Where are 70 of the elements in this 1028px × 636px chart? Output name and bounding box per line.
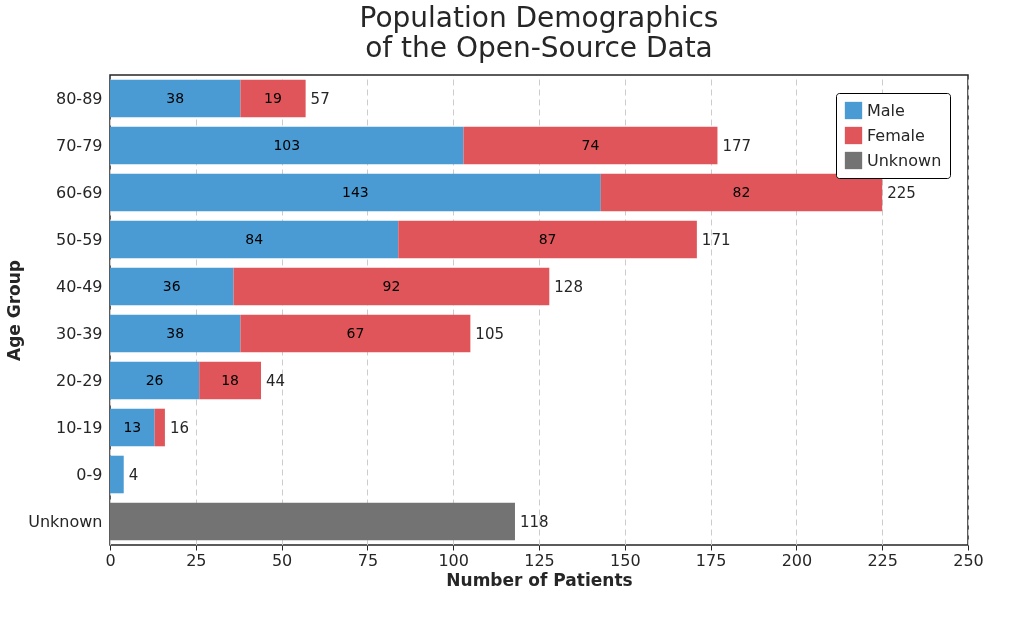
y-tick-label: 0-9 — [76, 464, 103, 484]
legend-label: Male — [867, 100, 905, 120]
bar — [398, 220, 697, 259]
y-tick-label: Unknown — [28, 511, 103, 531]
x-tick-label: 175 — [695, 550, 727, 570]
total-label: 105 — [475, 324, 504, 343]
y-axis-title: Age Group — [4, 259, 25, 362]
chart-title: Population Demographics of the Open-Source Data — [359, 1, 719, 64]
data-label: 26 — [145, 371, 164, 388]
bar — [110, 173, 601, 212]
data-label: 67 — [346, 324, 365, 341]
y-tick-label: 40-49 — [56, 276, 103, 296]
bar — [154, 408, 165, 447]
total-label: 225 — [887, 183, 916, 202]
x-tick-label: 225 — [867, 550, 898, 570]
bar — [110, 408, 155, 447]
x-tick-label: 250 — [953, 550, 984, 570]
total-label: 44 — [266, 371, 286, 390]
y-tick-label: 80-89 — [56, 88, 103, 108]
x-tick-label: 0 — [105, 550, 116, 570]
total-label: 118 — [519, 512, 549, 531]
total-label: 171 — [701, 230, 731, 249]
x-axis-title: Number of Patients — [446, 569, 633, 590]
bar — [463, 126, 718, 165]
bar — [110, 314, 241, 353]
data-label: 38 — [166, 89, 185, 106]
bar — [233, 267, 550, 306]
y-tick-label: 70-79 — [56, 135, 103, 155]
bar — [110, 220, 399, 259]
data-label: 87 — [538, 230, 557, 247]
data-label: 19 — [264, 89, 282, 106]
bar — [199, 361, 262, 400]
bar — [110, 126, 464, 165]
bar — [240, 79, 306, 118]
y-tick-label: 60-69 — [56, 182, 103, 202]
bar — [110, 267, 234, 306]
data-label: 84 — [245, 230, 264, 247]
legend-label: Female — [867, 125, 925, 145]
bar — [110, 502, 515, 541]
x-tick-label: 200 — [781, 550, 813, 570]
bar — [110, 79, 241, 118]
x-tick-label: 25 — [186, 550, 207, 570]
bar — [600, 173, 883, 212]
x-tick-label: 75 — [357, 550, 379, 570]
data-label: 18 — [221, 371, 240, 388]
total-label: 4 — [128, 465, 139, 484]
data-label: 13 — [123, 418, 142, 435]
x-tick-label: 50 — [271, 550, 293, 570]
bar — [110, 455, 124, 494]
total-label: 177 — [722, 136, 752, 155]
data-label: 143 — [342, 183, 369, 200]
x-tick-label: 125 — [524, 550, 555, 570]
data-label: 92 — [382, 277, 401, 294]
data-label: 82 — [732, 183, 751, 200]
bar — [240, 314, 471, 353]
y-tick-label: 50-59 — [56, 229, 103, 249]
data-label: 74 — [581, 136, 600, 153]
legend-label: Unknown — [867, 150, 942, 170]
data-label: 36 — [162, 277, 181, 294]
total-label: 128 — [554, 277, 583, 296]
bar — [110, 361, 200, 400]
total-label: 57 — [310, 89, 330, 108]
x-tick-label: 100 — [438, 550, 469, 570]
data-label: 103 — [273, 136, 301, 153]
data-label: 38 — [166, 324, 185, 341]
y-tick-label: 20-29 — [56, 370, 103, 390]
y-tick-label: 10-19 — [56, 417, 103, 437]
x-tick-label: 150 — [610, 550, 641, 570]
y-tick-label: 30-39 — [56, 323, 103, 343]
total-label: 16 — [169, 418, 190, 437]
